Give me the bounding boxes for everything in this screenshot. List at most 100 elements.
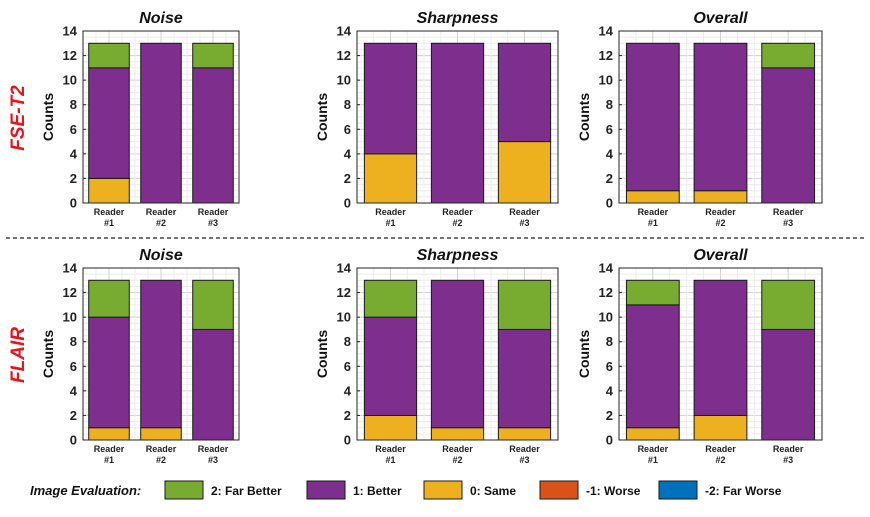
category-label: Reader #3 [198,444,229,465]
category-label: Reader #1 [375,207,406,228]
y-tick-label: 8 [70,97,77,112]
bar-segment [497,279,552,330]
bar-segment [88,42,130,69]
y-tick-label: 12 [63,285,77,300]
bar-segment [140,279,182,429]
bar-segment [625,427,680,441]
y-tick-label: 14 [599,261,614,276]
bar-segment [625,304,680,429]
bar-segment [497,42,552,143]
y-axis-label: Counts [40,93,56,141]
y-tick-label: 8 [70,334,77,349]
legend-label: 0: Same [470,484,516,498]
legend: Image Evaluation: 2: Far Better 1: Better… [30,480,782,500]
y-tick-label: 4 [606,383,614,398]
chart-title: Noise [139,10,183,27]
axes-box [618,267,823,441]
y-tick-label: 12 [599,285,613,300]
axes-box [82,267,240,441]
y-tick-label: 4 [344,146,352,161]
bar-segment [88,67,130,179]
bar-segment [625,279,680,306]
y-tick-label: 14 [599,24,614,39]
legend-label: -1: Worse [586,484,641,498]
bar-segment [363,153,418,204]
y-tick-label: 2 [606,171,613,186]
y-tick-label: 12 [337,285,351,300]
y-tick-label: 6 [344,122,351,137]
y-tick-label: 6 [606,122,613,137]
y-tick-label: 10 [337,73,351,88]
y-tick-label: 6 [344,359,351,374]
row-label-fse-t2: FSE-T2 [8,85,29,151]
y-tick-label: 2 [344,408,351,423]
chart-title: Sharpness [417,247,499,264]
bar-segment [430,42,485,204]
legend-swatch [164,480,204,500]
category-label: Reader #1 [375,444,406,465]
y-axis-label: Counts [314,330,330,378]
bar-segment [88,177,130,204]
category-label: Reader #1 [638,444,669,465]
bar-segment [88,427,130,441]
axes-box [82,30,240,204]
axes-box [356,30,559,204]
chart-panel-4: Reader #1 Reader #2 Reader #3 0 2 4 6 8 10 12 14 Count… [40,247,240,465]
y-tick-label: 14 [337,24,352,39]
bar-segment [497,427,552,441]
bar-segment [625,42,680,192]
bar-segment [192,328,234,441]
y-tick-label: 10 [599,73,613,88]
y-tick-label: 2 [344,171,351,186]
y-tick-label: 4 [70,146,78,161]
category-label: Reader #2 [442,444,473,465]
category-label: Reader #3 [509,207,540,228]
category-label: Reader #2 [705,207,736,228]
legend-label: -2: Far Worse [705,484,782,498]
y-axis-label: Counts [576,330,592,378]
y-tick-label: 0 [606,433,613,448]
legend-swatch [539,480,579,500]
chart-title: Overall [693,247,748,264]
bar-segment [693,190,748,204]
y-tick-label: 2 [70,408,77,423]
bar-segment [363,316,418,416]
y-tick-label: 0 [344,196,351,211]
category-label: Reader #1 [94,207,125,228]
bar-segment [192,67,234,204]
y-axis-label: Counts [314,93,330,141]
bar-segment [625,190,680,204]
category-label: Reader #2 [442,207,473,228]
category-label: Reader #2 [705,444,736,465]
chart-panel-2: Reader #1 Reader #2 Reader #3 0 2 4 6 8 10 12 14 Count… [314,10,559,228]
bar-segment [693,414,748,441]
legend-title: Image Evaluation: [30,483,141,498]
y-tick-label: 12 [599,48,613,63]
bar-segment [693,42,748,192]
category-label: Reader #3 [509,444,540,465]
chart-panel-3: Reader #1 Reader #2 Reader #3 0 2 4 6 8 10 12 14 Count… [576,10,823,228]
axes-box [618,30,823,204]
bar-segment [693,279,748,416]
bar-segment [761,279,816,330]
bar-segment [363,279,418,318]
category-label: Reader #1 [638,207,669,228]
y-tick-label: 8 [344,334,351,349]
y-axis-label: Counts [40,330,56,378]
chart-title: Noise [139,247,183,264]
y-tick-label: 12 [337,48,351,63]
y-tick-label: 6 [70,359,77,374]
bar-segment [192,42,234,69]
y-tick-label: 14 [337,261,352,276]
y-tick-label: 2 [70,171,77,186]
chart-panel-1: Reader #1 Reader #2 Reader #3 0 2 4 6 8 10 12 14 Count… [40,10,240,228]
y-tick-label: 6 [70,122,77,137]
chart-panel-6: Reader #1 Reader #2 Reader #3 0 2 4 6 8 10 12 14 Count… [576,247,823,465]
row-label-flair: FLAIR [8,327,29,383]
y-tick-label: 8 [606,97,613,112]
y-tick-label: 10 [63,310,77,325]
y-tick-label: 14 [63,24,78,39]
category-label: Reader #3 [773,207,804,228]
category-label: Reader #2 [146,444,177,465]
